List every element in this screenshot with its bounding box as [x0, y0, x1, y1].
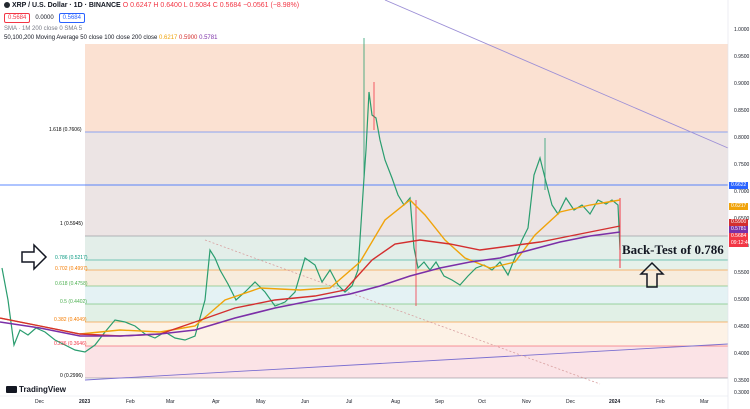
tradingview-logo[interactable]: TradingView	[6, 385, 66, 394]
ma200-line	[0, 231, 621, 337]
trendline-upper	[384, 0, 729, 149]
price-tick: 0.7000	[734, 189, 750, 195]
fib-label-0382: 0.382 (0.4049)	[54, 317, 87, 323]
indicator-ma[interactable]: 50,100,200 Moving Average 50 close 100 c…	[4, 35, 217, 41]
symbol-header: XRP / U.S. Dollar · 1D · BINANCE O 0.624…	[4, 2, 299, 9]
zone-05-0382	[85, 304, 728, 322]
price-badge-last: 0.5684	[729, 233, 748, 240]
fib-label-1: 1 (0.5945)	[60, 221, 83, 227]
indicator-sma[interactable]: SMA · 1M 200 close 0 SMA 5	[4, 26, 83, 32]
fib-label-0786: 0.786 (0.5217)	[55, 255, 88, 261]
price-tick: 0.5500	[734, 270, 750, 276]
zone-0786-0702	[85, 260, 728, 270]
backtest-annotation[interactable]: Back-Test of 0.786	[622, 242, 724, 257]
time-tick: Feb	[126, 399, 135, 405]
ohlc-values: O 0.6247 H 0.6400 L 0.5084 C 0.5684 −0.0…	[122, 2, 300, 9]
fib-label-0: 0 (0.2996)	[60, 373, 83, 379]
right-arrow-icon	[21, 243, 48, 271]
buy-button[interactable]: 0.5684	[58, 13, 85, 23]
fib-label-05: 0.5 (0.4402)	[60, 299, 87, 305]
price-badge-ma50: 0.6217	[729, 203, 748, 210]
indicator-ma-label: 50,100,200 Moving Average 50 close 100 c…	[4, 35, 158, 41]
price-tick: 0.3000	[734, 390, 750, 396]
fib-label-0618: 0.618 (0.4758)	[55, 281, 88, 287]
zone-1618-1	[85, 132, 728, 236]
price-tick: 0.5000	[734, 297, 750, 303]
time-tick: 2024	[609, 399, 621, 405]
ma50-value: 0.6217	[159, 35, 178, 41]
price-tick: 1.0000	[734, 27, 750, 33]
spread-value: 0.0000	[35, 15, 54, 21]
price-badge-ma100: 0.5900	[729, 219, 748, 226]
price-tick: 0.4500	[734, 324, 750, 330]
price-tick: 0.4000	[734, 351, 750, 357]
ma50-line	[0, 199, 621, 335]
time-tick: Oct	[478, 399, 486, 405]
time-tick: Jul	[346, 399, 353, 405]
price-badge-ma200: 0.5781	[729, 226, 748, 233]
price-tick: 0.7500	[734, 162, 750, 168]
time-tick: May	[256, 399, 266, 405]
symbol-icon	[4, 2, 10, 9]
time-tick: Mar	[166, 399, 175, 405]
tradingview-logo-text: TradingView	[19, 385, 66, 394]
price-tick: 0.3500	[734, 378, 750, 384]
zone-1-0786	[85, 236, 728, 260]
up-arrow-icon	[639, 261, 665, 288]
time-tick: Sep	[435, 399, 444, 405]
time-tick: Nov	[522, 399, 531, 405]
trendline-lower	[84, 343, 729, 381]
fib-label-1618: 1.618 (0.7606)	[49, 127, 82, 133]
zone-0382-0236	[85, 322, 728, 346]
time-tick: Dec	[35, 399, 44, 405]
time-tick: Dec	[566, 399, 575, 405]
price-tick: 0.9500	[734, 54, 750, 60]
symbol-title[interactable]: XRP / U.S. Dollar · 1D · BINANCE	[11, 2, 121, 9]
sell-button[interactable]: 0.5684	[4, 13, 31, 23]
fib-lines	[0, 131, 728, 379]
zone-above-1618	[85, 44, 728, 132]
zone-0618-05	[85, 286, 728, 304]
price-tick: 0.8500	[734, 108, 750, 114]
time-tick: 2023	[79, 399, 91, 405]
price-tick: 0.8000	[734, 135, 750, 141]
time-tick: Feb	[656, 399, 665, 405]
fib-label-0236: 0.236 (0.3646)	[54, 341, 87, 347]
ma200-value: 0.5781	[199, 35, 218, 41]
ma100-value: 0.5900	[179, 35, 198, 41]
countdown-badge: 09:12:40	[729, 240, 750, 247]
time-tick: Aug	[391, 399, 400, 405]
price-badge-blue: 0.6622	[729, 182, 748, 189]
price-tick: 0.9000	[734, 81, 750, 87]
time-tick: Mar	[700, 399, 709, 405]
price-series	[1, 91, 621, 353]
time-tick: Jun	[301, 399, 310, 405]
trade-buttons: 0.5684 0.0000 0.5684	[4, 13, 88, 23]
tradingview-logo-icon	[6, 386, 17, 394]
fib-label-0702: 0.702 (0.4997)	[55, 266, 88, 272]
time-tick: Apr	[212, 399, 220, 405]
